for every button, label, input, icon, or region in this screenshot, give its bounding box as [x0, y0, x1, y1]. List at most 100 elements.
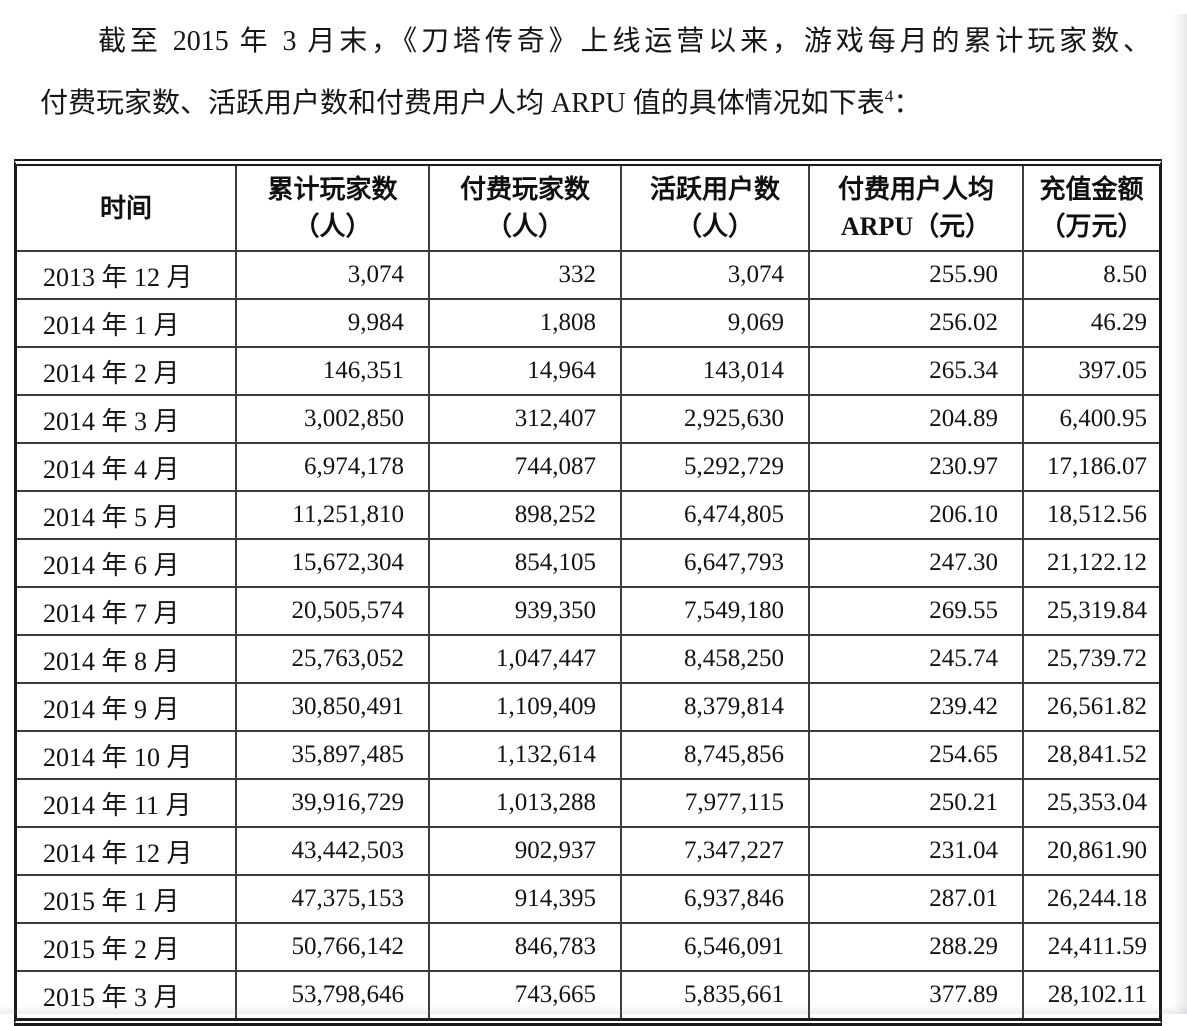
- value-cell: 8.50: [1022, 250, 1160, 300]
- value-cell: 1,013,288: [428, 778, 622, 828]
- table-row: 2014 年 1 月 9,984 1,808 9,069 256.02 46.29: [16, 298, 1160, 348]
- header-label-line2: （人）: [485, 212, 564, 241]
- header-label-line1: 时间: [99, 193, 152, 223]
- value-cell: 28,102.11: [1022, 970, 1160, 1019]
- value-cell: 17,186.07: [1022, 442, 1160, 492]
- value-cell: 25,353.04: [1022, 778, 1160, 828]
- value-cell: 914,395: [428, 874, 622, 924]
- date-cell: 2014 年 5 月: [16, 490, 237, 540]
- value-cell: 269.55: [808, 586, 1024, 636]
- table-row: 2014 年 9 月 30,850,491 1,109,409 8,379,814 23…: [16, 682, 1160, 732]
- date-cell: 2014 年 3 月: [16, 394, 237, 444]
- value-cell: 743,665: [428, 970, 622, 1019]
- date-cell: 2014 年 9 月: [16, 682, 237, 732]
- value-cell: 377.89: [808, 970, 1024, 1019]
- value-cell: 397.05: [1022, 346, 1160, 396]
- value-cell: 250.21: [808, 778, 1024, 828]
- value-cell: 1,047,447: [428, 634, 622, 684]
- value-cell: 8,458,250: [620, 634, 810, 684]
- value-cell: 9,984: [235, 298, 430, 348]
- value-cell: 14,964: [428, 346, 622, 396]
- value-cell: 6,974,178: [235, 442, 430, 492]
- header-label-line1: 付费用户人均: [837, 175, 994, 204]
- value-cell: 206.10: [808, 490, 1024, 540]
- header-cell-col6: 充值金额 （万元）: [1022, 165, 1160, 252]
- value-cell: 254.65: [808, 730, 1024, 780]
- value-cell: 8,379,814: [620, 682, 810, 732]
- value-cell: 25,319.84: [1022, 586, 1160, 636]
- date-cell: 2014 年 1 月: [16, 298, 237, 348]
- value-cell: 239.42: [808, 682, 1024, 732]
- value-cell: 854,105: [428, 538, 622, 588]
- value-cell: 20,505,574: [235, 586, 430, 636]
- date-cell: 2015 年 2 月: [16, 922, 237, 972]
- value-cell: 25,739.72: [1022, 634, 1160, 684]
- value-cell: 47,375,153: [235, 874, 430, 924]
- table-row: 2015 年 1 月 47,375,153 914,395 6,937,846 287.…: [16, 874, 1160, 924]
- date-cell: 2014 年 11 月: [16, 778, 237, 828]
- table-row: 2014 年 10 月 35,897,485 1,132,614 8,745,856 2…: [16, 730, 1160, 780]
- value-cell: 5,292,729: [620, 442, 810, 492]
- value-cell: 245.74: [808, 634, 1024, 684]
- value-cell: 53,798,646: [235, 970, 430, 1019]
- header-cell-col1: 时间: [16, 165, 237, 252]
- header-label-line1: 充值金额: [1039, 175, 1144, 204]
- value-cell: 230.97: [808, 442, 1024, 492]
- value-cell: 35,897,485: [235, 730, 430, 780]
- header-cell-col2: 累计玩家数 （人）: [235, 165, 430, 252]
- table-row: 2014 年 6 月 15,672,304 854,105 6,647,793 247.…: [16, 538, 1160, 588]
- header-label-line2: （万元）: [1039, 212, 1144, 241]
- value-cell: 21,122.12: [1022, 538, 1160, 588]
- value-cell: 20,861.90: [1022, 826, 1160, 876]
- monthly-operations-table-frame: 时间 累计玩家数 （人） 付费玩家数 （人） 活跃用户数 （人） 付费用户人均 ARPU（元） 充…: [14, 159, 1162, 1026]
- monthly-operations-table: 时间 累计玩家数 （人） 付费玩家数 （人） 活跃用户数 （人） 付费用户人均 ARPU（元） 充…: [16, 165, 1160, 1019]
- value-cell: 265.34: [808, 346, 1024, 396]
- value-cell: 7,977,115: [620, 778, 810, 828]
- value-cell: 46.29: [1022, 298, 1160, 348]
- value-cell: 39,916,729: [235, 778, 430, 828]
- value-cell: 26,244.18: [1022, 874, 1160, 924]
- value-cell: 939,350: [428, 586, 622, 636]
- header-label-line2: （人）: [675, 212, 754, 241]
- value-cell: 9,069: [620, 298, 810, 348]
- table-row: 2014 年 7 月 20,505,574 939,350 7,549,180 269.…: [16, 586, 1160, 636]
- value-cell: 28,841.52: [1022, 730, 1160, 780]
- value-cell: 288.29: [808, 922, 1024, 972]
- table-row: 2014 年 3 月 3,002,850 312,407 2,925,630 204.8…: [16, 394, 1160, 444]
- value-cell: 247.30: [808, 538, 1024, 588]
- table-row: 2014 年 4 月 6,974,178 744,087 5,292,729 230.9…: [16, 442, 1160, 492]
- value-cell: 3,074: [620, 250, 810, 300]
- value-cell: 6,647,793: [620, 538, 810, 588]
- value-cell: 18,512.56: [1022, 490, 1160, 540]
- value-cell: 50,766,142: [235, 922, 430, 972]
- document-page: { "intro": { "line1": "截至 2015 年 3 月末，《刀…: [0, 14, 1187, 1026]
- date-cell: 2014 年 4 月: [16, 442, 237, 492]
- value-cell: 26,561.82: [1022, 682, 1160, 732]
- value-cell: 3,074: [235, 250, 430, 300]
- header-label-line1: 累计玩家数: [267, 175, 398, 204]
- value-cell: 11,251,810: [235, 490, 430, 540]
- value-cell: 7,347,227: [620, 826, 810, 876]
- table-row: 2014 年 2 月 146,351 14,964 143,014 265.34 397.…: [16, 346, 1160, 396]
- value-cell: 255.90: [808, 250, 1024, 300]
- intro-line-2: 付费玩家数、活跃用户数和付费用户人均 ARPU 值的具体情况如下表4：: [40, 76, 1151, 132]
- table-row: 2014 年 11 月 39,916,729 1,013,288 7,977,115 2…: [16, 778, 1160, 828]
- date-cell: 2015 年 1 月: [16, 874, 237, 924]
- value-cell: 332: [428, 250, 622, 300]
- value-cell: 43,442,503: [235, 826, 430, 876]
- intro-paragraph: 截至 2015 年 3 月末，《刀塔传奇》上线运营以来，游戏每月的累计玩家数、 …: [40, 14, 1151, 132]
- date-cell: 2015 年 3 月: [16, 970, 237, 1019]
- value-cell: 146,351: [235, 346, 430, 396]
- value-cell: 256.02: [808, 298, 1024, 348]
- value-cell: 5,835,661: [620, 970, 810, 1019]
- table-row: 2014 年 12 月 43,442,503 902,937 7,347,227 231…: [16, 826, 1160, 876]
- table-row: 2015 年 3 月 53,798,646 743,665 5,835,661 377.…: [16, 970, 1160, 1019]
- value-cell: 25,763,052: [235, 634, 430, 684]
- value-cell: 204.89: [808, 394, 1024, 444]
- header-label-line2: （人）: [293, 212, 372, 241]
- header-label-line2: ARPU（元）: [840, 212, 992, 241]
- value-cell: 6,474,805: [620, 490, 810, 540]
- table-row: 2015 年 2 月 50,766,142 846,783 6,546,091 288.…: [16, 922, 1160, 972]
- date-cell: 2014 年 2 月: [16, 346, 237, 396]
- intro-line-2-text: 付费玩家数、活跃用户数和付费用户人均 ARPU 值的具体情况如下表: [40, 88, 885, 119]
